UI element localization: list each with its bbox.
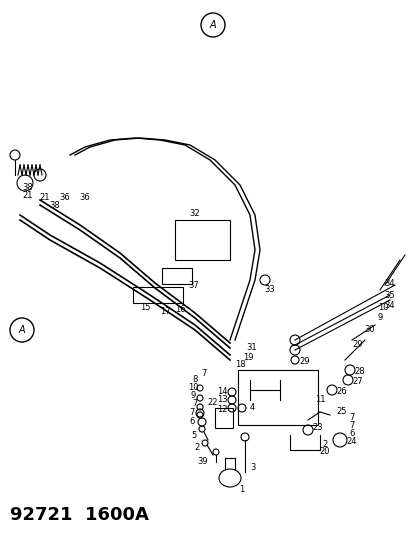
Text: 13: 13: [216, 395, 227, 405]
Text: 27: 27: [352, 377, 363, 386]
Text: 10: 10: [377, 303, 387, 312]
Text: 31: 31: [246, 343, 257, 352]
Text: 16: 16: [174, 305, 185, 314]
Text: 7: 7: [349, 422, 354, 431]
Text: 22: 22: [207, 399, 218, 408]
Text: 9: 9: [190, 392, 195, 400]
Text: 20: 20: [319, 448, 330, 456]
Text: 7: 7: [192, 400, 197, 408]
Text: 4: 4: [249, 403, 254, 413]
Text: 5: 5: [191, 432, 196, 440]
Text: 35: 35: [384, 290, 394, 300]
Text: 18: 18: [234, 360, 245, 369]
Text: 11: 11: [314, 395, 325, 405]
Text: 7: 7: [189, 408, 194, 417]
Text: 38: 38: [23, 183, 33, 192]
Text: 21: 21: [23, 190, 33, 199]
Text: 2: 2: [194, 443, 199, 453]
Text: 32: 32: [189, 208, 200, 217]
Text: 39: 39: [197, 457, 208, 466]
Text: 29: 29: [299, 358, 309, 367]
Text: 34: 34: [384, 279, 394, 287]
Text: 7: 7: [201, 369, 206, 378]
Text: 23: 23: [312, 424, 323, 432]
Text: 8: 8: [192, 376, 197, 384]
Text: 92721  1600A: 92721 1600A: [10, 506, 149, 524]
Text: A: A: [209, 20, 216, 30]
Text: A: A: [19, 325, 25, 335]
Text: 34: 34: [384, 301, 394, 310]
Text: 37: 37: [188, 280, 199, 289]
Text: 28: 28: [354, 367, 364, 376]
Text: 25: 25: [336, 408, 347, 416]
Text: 19: 19: [242, 353, 253, 362]
Text: 21: 21: [40, 193, 50, 203]
Text: 10: 10: [188, 384, 198, 392]
Text: 14: 14: [216, 387, 227, 397]
Text: 3: 3: [250, 464, 255, 472]
Text: 36: 36: [79, 193, 90, 203]
Text: 9: 9: [377, 313, 382, 322]
Text: 6: 6: [189, 417, 194, 426]
Text: 15: 15: [140, 303, 150, 312]
Text: 17: 17: [159, 308, 170, 317]
Text: 1: 1: [239, 486, 244, 495]
Text: 24: 24: [346, 438, 356, 447]
Text: 26: 26: [336, 387, 347, 397]
Text: 36: 36: [59, 193, 70, 203]
Text: 33: 33: [264, 286, 275, 295]
Text: 6: 6: [349, 430, 354, 439]
Text: 30: 30: [364, 326, 375, 335]
Text: 7: 7: [349, 414, 354, 423]
Text: 29: 29: [352, 341, 362, 350]
Text: 12: 12: [216, 406, 227, 415]
Text: 2: 2: [322, 440, 327, 449]
Text: 38: 38: [50, 200, 60, 209]
